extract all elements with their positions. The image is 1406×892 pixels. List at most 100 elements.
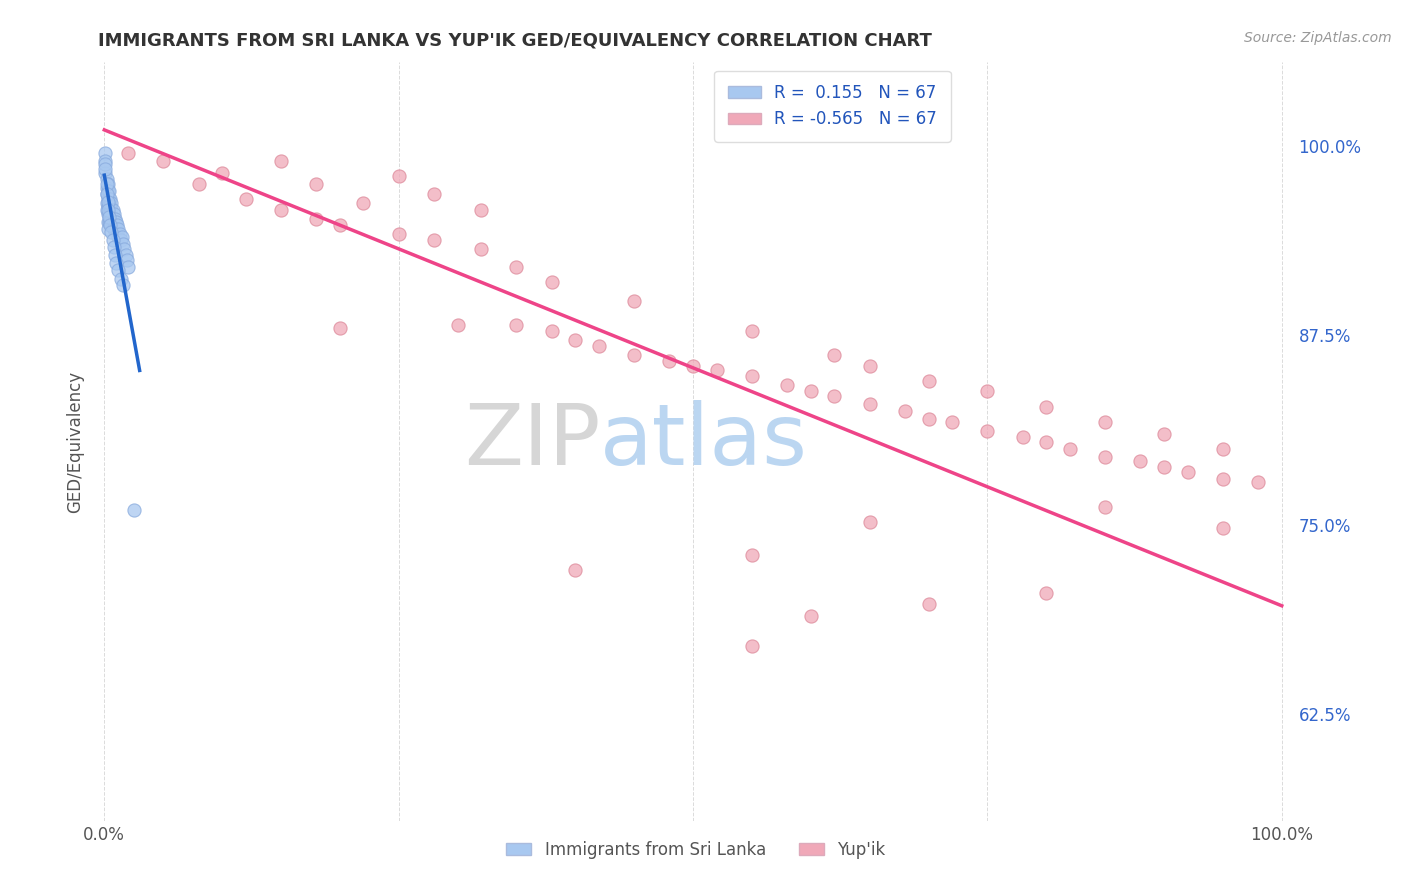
Point <box>623 348 645 362</box>
Point <box>859 515 882 529</box>
Point <box>917 412 939 426</box>
Point <box>100 225 122 239</box>
Point <box>98 215 121 229</box>
Point <box>1212 472 1234 486</box>
Point <box>98 192 121 206</box>
Point <box>1153 426 1175 441</box>
Point <box>97 184 120 198</box>
Point <box>101 211 124 226</box>
Point <box>1212 521 1234 535</box>
Point <box>329 321 352 335</box>
Point <box>96 181 118 195</box>
Point <box>110 272 132 286</box>
Point <box>105 227 128 241</box>
Point <box>1153 460 1175 475</box>
Point <box>187 177 209 191</box>
Point <box>800 384 823 399</box>
Point <box>152 153 174 168</box>
Point <box>1035 434 1057 449</box>
Point <box>741 639 763 653</box>
Point <box>117 260 139 274</box>
Point <box>96 202 118 217</box>
Point <box>1212 442 1234 456</box>
Point <box>540 324 562 338</box>
Point <box>706 363 728 377</box>
Point <box>470 242 492 256</box>
Point <box>941 415 963 429</box>
Point <box>112 237 135 252</box>
Point <box>94 146 117 161</box>
Point <box>470 202 492 217</box>
Point <box>658 354 681 368</box>
Text: atlas: atlas <box>600 400 808 483</box>
Point <box>117 146 139 161</box>
Point <box>1094 450 1116 464</box>
Point <box>122 503 145 517</box>
Point <box>823 348 845 362</box>
Point <box>98 207 121 221</box>
Point <box>623 293 645 308</box>
Point <box>101 202 124 217</box>
Point <box>98 184 121 198</box>
Point <box>98 200 121 214</box>
Point <box>98 207 121 221</box>
Point <box>1094 500 1116 514</box>
Point <box>101 218 124 232</box>
Point <box>97 222 120 236</box>
Point <box>111 230 134 244</box>
Point <box>894 404 917 418</box>
Point <box>105 222 128 236</box>
Point <box>94 161 117 176</box>
Point <box>588 339 610 353</box>
Point <box>104 218 127 232</box>
Point <box>105 255 128 269</box>
Point <box>100 211 122 226</box>
Point <box>352 196 374 211</box>
Point <box>329 218 352 232</box>
Point <box>917 374 939 388</box>
Point <box>976 424 998 438</box>
Point <box>110 233 132 247</box>
Point <box>1011 430 1033 444</box>
Point <box>98 192 121 206</box>
Point <box>100 202 122 217</box>
Point <box>96 187 118 202</box>
Point <box>741 369 763 384</box>
Point <box>103 240 125 254</box>
Point <box>1059 442 1081 456</box>
Point <box>305 177 328 191</box>
Point <box>98 218 121 232</box>
Point <box>103 215 125 229</box>
Point <box>564 564 586 578</box>
Point <box>97 207 120 221</box>
Point <box>107 263 129 277</box>
Point <box>1177 465 1199 479</box>
Point <box>505 318 527 332</box>
Point <box>105 215 128 229</box>
Point <box>107 230 129 244</box>
Point <box>104 248 127 262</box>
Text: ZIP: ZIP <box>464 400 600 483</box>
Point <box>96 187 118 202</box>
Point <box>114 248 136 262</box>
Point <box>98 200 121 214</box>
Point <box>423 233 446 247</box>
Point <box>107 222 129 236</box>
Point <box>96 177 118 191</box>
Point <box>108 227 131 241</box>
Text: Source: ZipAtlas.com: Source: ZipAtlas.com <box>1244 31 1392 45</box>
Point <box>1035 586 1057 600</box>
Point <box>97 202 120 217</box>
Point <box>235 192 257 206</box>
Point <box>388 169 411 184</box>
Point <box>540 275 562 289</box>
Point <box>101 233 124 247</box>
Legend: Immigrants from Sri Lanka, Yup'ik: Immigrants from Sri Lanka, Yup'ik <box>499 834 893 865</box>
Point <box>270 153 292 168</box>
Point <box>97 200 120 214</box>
Point <box>741 324 763 338</box>
Point <box>100 196 122 211</box>
Point <box>112 242 135 256</box>
Point <box>97 215 120 229</box>
Point <box>98 210 121 224</box>
